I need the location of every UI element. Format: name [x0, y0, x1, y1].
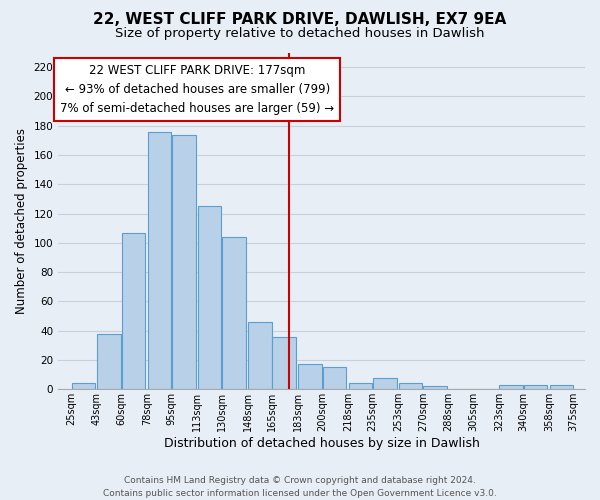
Text: Size of property relative to detached houses in Dawlish: Size of property relative to detached ho…	[115, 28, 485, 40]
Bar	[272, 336, 296, 390]
Bar	[248, 322, 272, 390]
Bar	[499, 385, 523, 390]
Bar	[550, 385, 573, 390]
Bar	[399, 384, 422, 390]
Bar	[323, 368, 346, 390]
Bar	[97, 334, 121, 390]
Bar	[122, 232, 145, 390]
Bar	[373, 378, 397, 390]
Bar	[524, 385, 547, 390]
Bar	[222, 237, 246, 390]
Text: Contains HM Land Registry data © Crown copyright and database right 2024.
Contai: Contains HM Land Registry data © Crown c…	[103, 476, 497, 498]
Bar	[148, 132, 171, 390]
Bar	[298, 364, 322, 390]
X-axis label: Distribution of detached houses by size in Dawlish: Distribution of detached houses by size …	[164, 437, 479, 450]
Bar	[172, 134, 196, 390]
Text: 22, WEST CLIFF PARK DRIVE, DAWLISH, EX7 9EA: 22, WEST CLIFF PARK DRIVE, DAWLISH, EX7 …	[94, 12, 506, 28]
Bar	[71, 384, 95, 390]
Bar	[198, 206, 221, 390]
Text: 22 WEST CLIFF PARK DRIVE: 177sqm
← 93% of detached houses are smaller (799)
7% o: 22 WEST CLIFF PARK DRIVE: 177sqm ← 93% o…	[61, 64, 334, 115]
Bar	[349, 384, 372, 390]
Y-axis label: Number of detached properties: Number of detached properties	[15, 128, 28, 314]
Bar	[423, 386, 447, 390]
